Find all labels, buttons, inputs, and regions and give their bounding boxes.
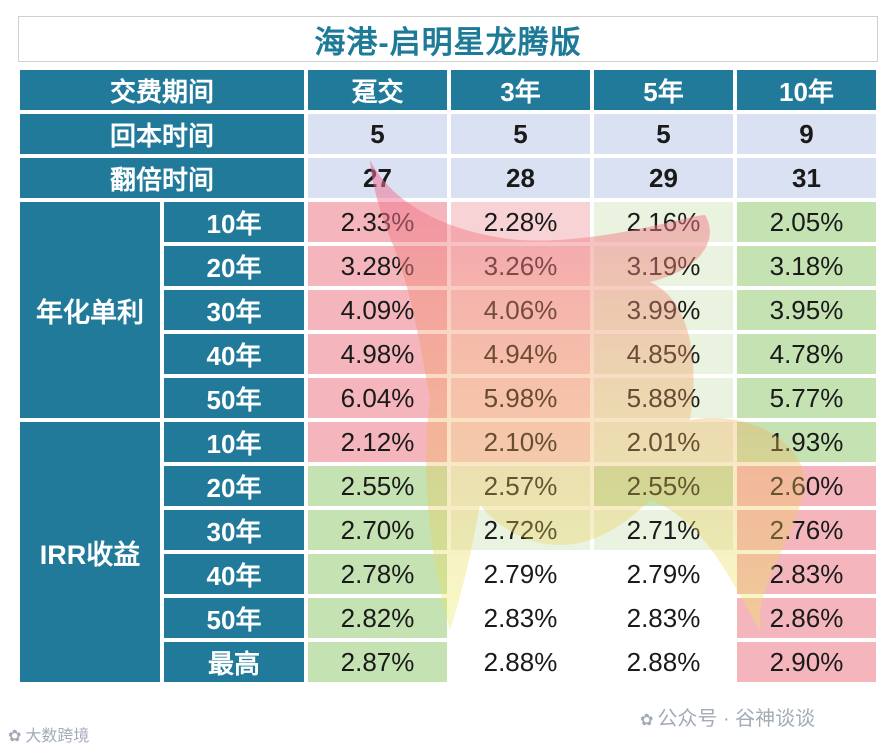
column-header: 5年 [593, 70, 733, 110]
table-cell: 2.01% [593, 422, 733, 462]
table-cell: 29 [593, 158, 733, 198]
table-cell: 5 [593, 114, 733, 154]
table-cell: 2.88% [593, 642, 733, 682]
table-cell: 2.55% [308, 466, 447, 506]
table-row: 翻倍时间 27 28 29 31 [20, 158, 876, 198]
table-cell: 4.09% [308, 290, 447, 330]
year-header: 10年 [164, 202, 305, 242]
table-cell: 3.99% [593, 290, 733, 330]
table-cell: 2.78% [308, 554, 447, 594]
table-cell: 2.83% [736, 554, 876, 594]
table-cell: 3.28% [308, 246, 447, 286]
table-cell: 27 [308, 158, 447, 198]
year-header: 30年 [164, 290, 305, 330]
year-header: 20年 [164, 246, 305, 286]
wechat-icon: ✿ [8, 728, 22, 745]
year-header: 最高 [164, 642, 305, 682]
table-cell: 2.57% [451, 466, 590, 506]
header-row: 交费期间 趸交 3年 5年 10年 [20, 70, 876, 110]
table-cell: 31 [736, 158, 876, 198]
table-cell: 5.77% [736, 378, 876, 418]
table-cell: 2.88% [451, 642, 590, 682]
table-cell: 3.19% [593, 246, 733, 286]
table-cell: 2.79% [451, 554, 590, 594]
table-cell: 2.87% [308, 642, 447, 682]
footer-right-text: 公众号 · 谷神谈谈 [657, 708, 816, 730]
table-cell: 4.78% [736, 334, 876, 374]
table-cell: 3.95% [736, 290, 876, 330]
account-watermark: ✿ 公众号 · 谷神谈谈 [640, 702, 815, 731]
header-corner: 交费期间 [20, 70, 305, 110]
row-header: 回本时间 [20, 114, 305, 154]
table-cell: 1.93% [736, 422, 876, 462]
table-row: 最高 2.87% 2.88% 2.88% 2.90% [20, 642, 876, 682]
table-cell: 4.06% [451, 290, 590, 330]
table-cell: 2.33% [308, 202, 447, 242]
table-cell: 2.55% [593, 466, 733, 506]
footer-left-text: 大数跨境 [25, 728, 90, 745]
source-watermark: ✿ 大数跨境 [8, 722, 89, 746]
table-cell: 2.72% [451, 510, 590, 550]
year-header: 10年 [164, 422, 305, 462]
table-row: 年化单利 10年 2.33% 2.28% 2.16% 2.05% [20, 202, 876, 418]
table-title: 海港-启明星龙腾版 [18, 16, 878, 62]
table-cell: 3.18% [736, 246, 876, 286]
table-cell: 2.83% [451, 598, 590, 638]
table-cell: 5.88% [593, 378, 733, 418]
table-cell: 2.79% [593, 554, 733, 594]
year-header: 50年 [164, 378, 305, 418]
table-cell: 2.76% [736, 510, 876, 550]
table-row: IRR收益 10年 2.12% 2.10% 2.01% 1.93% [20, 422, 876, 682]
table-cell: 2.28% [451, 202, 590, 242]
column-header: 趸交 [308, 70, 447, 110]
table-cell: 2.90% [736, 642, 876, 682]
year-header: 50年 [164, 598, 305, 638]
year-header: 40年 [164, 334, 305, 374]
table-cell: 2.16% [593, 202, 733, 242]
table-row: 回本时间 5 5 5 9 [20, 114, 876, 154]
table-cell: 4.85% [593, 334, 733, 374]
year-header: 20年 [164, 466, 305, 506]
table-cell: 3.26% [451, 246, 590, 286]
table-cell: 2.86% [736, 598, 876, 638]
table-cell: 2.10% [451, 422, 590, 462]
table-cell: 5.98% [451, 378, 590, 418]
table-cell: 2.60% [736, 466, 876, 506]
table-cell: 28 [451, 158, 590, 198]
table-cell: 2.71% [593, 510, 733, 550]
row-header: 翻倍时间 [20, 158, 305, 198]
column-header: 10年 [736, 70, 876, 110]
table-cell: 4.98% [308, 334, 447, 374]
table-cell: 6.04% [308, 378, 447, 418]
table-cell: 2.70% [308, 510, 447, 550]
wechat-icon: ✿ [640, 712, 654, 729]
comparison-table: 交费期间 趸交 3年 5年 10年 回本时间 5 5 5 9 翻倍时间 27 2… [16, 66, 880, 686]
year-header: 40年 [164, 554, 305, 594]
table-cell: 9 [736, 114, 876, 154]
table-cell: 2.82% [308, 598, 447, 638]
table-cell: 5 [308, 114, 447, 154]
column-header: 3年 [451, 70, 590, 110]
group-header: 年化单利 [20, 202, 160, 418]
year-header: 30年 [164, 510, 305, 550]
table-cell: 2.83% [593, 598, 733, 638]
group-header: IRR收益 [20, 422, 160, 682]
table-cell: 4.94% [451, 334, 590, 374]
table-cell: 2.12% [308, 422, 447, 462]
table-cell: 5 [451, 114, 590, 154]
table-cell: 2.05% [736, 202, 876, 242]
